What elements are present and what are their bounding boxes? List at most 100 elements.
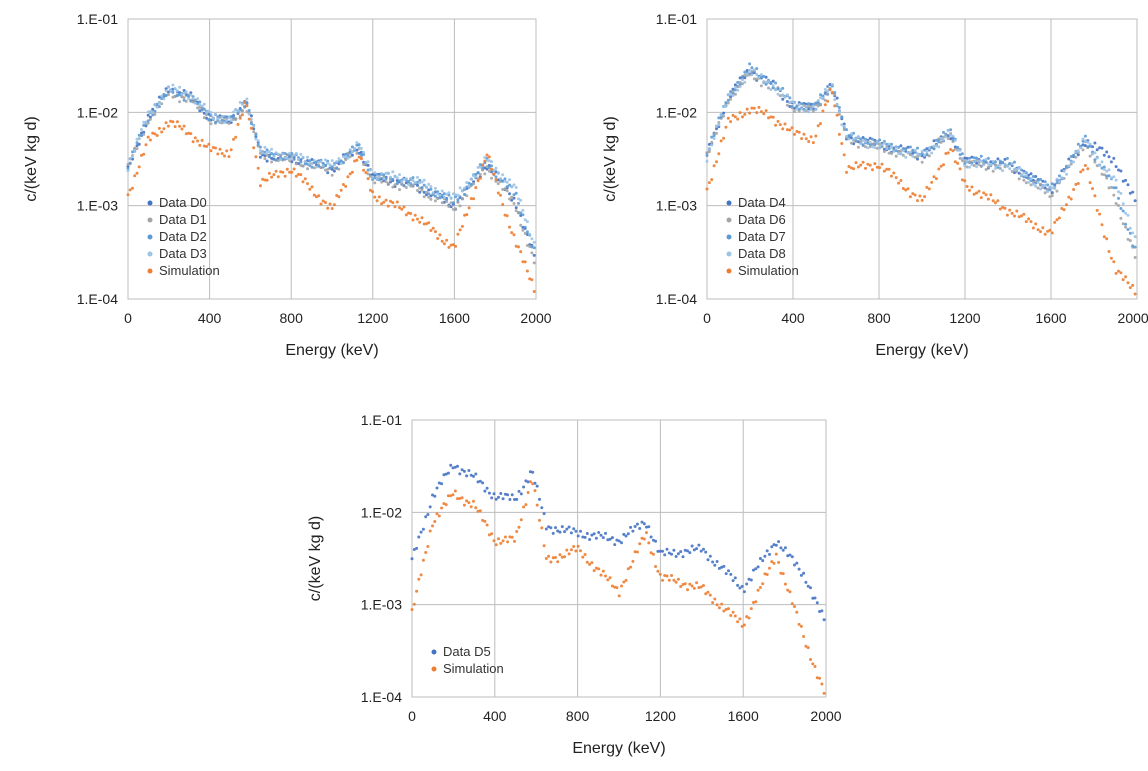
data-point [878,138,882,142]
data-point [793,106,796,110]
data-point [804,137,808,141]
data-point [795,610,799,614]
data-point [1020,214,1023,218]
data-point [426,545,430,548]
data-point [319,166,323,169]
data-point [873,146,877,150]
data-point [672,578,676,582]
data-point [712,164,716,168]
data-point [433,186,437,190]
data-point [1050,186,1054,190]
data-point [207,142,211,146]
data-point [386,204,390,208]
data-point [549,526,553,530]
data-point [934,144,938,148]
data-point [830,91,834,94]
data-point [1055,218,1059,222]
data-point [956,161,960,165]
data-point [384,177,388,181]
data-point [712,137,716,140]
data-point [604,531,607,535]
data-point [1083,164,1087,167]
data-point [750,73,754,77]
data-point [1133,199,1137,203]
data-point [799,573,803,577]
data-point [350,145,354,149]
data-point [487,533,491,537]
data-point [417,577,421,581]
data-point [840,123,844,127]
data-point [847,134,851,138]
data-point [131,154,134,158]
data-point [758,586,762,589]
data-point [1048,188,1052,192]
data-point [288,159,292,163]
data-point [783,122,787,126]
data-point [526,480,530,484]
data-point [429,194,433,198]
data-point [478,479,482,483]
data-point [806,646,810,650]
data-point [706,590,710,594]
data-point [656,569,660,573]
data-point [148,138,152,142]
data-point [238,100,242,104]
data-point [386,181,390,185]
data-point [485,486,489,490]
data-point [483,159,487,163]
data-point [665,574,669,578]
data-point [702,547,705,551]
data-point [859,163,863,167]
data-point [826,89,830,93]
data-point [160,97,164,101]
data-point [404,213,408,217]
data-point [642,537,646,541]
data-point [733,115,737,119]
data-point [514,209,518,213]
data-point [715,603,719,607]
data-point [1102,235,1106,239]
data-point [1133,235,1137,239]
data-point [802,107,806,111]
data-point [524,503,528,507]
data-point [1039,182,1042,186]
legend-entry: Simulation [159,263,220,278]
data-point [389,199,392,203]
plot-frame [127,18,537,300]
data-point [153,132,157,136]
data-point [429,187,433,191]
data-point [508,225,511,229]
data-point [175,120,179,124]
data-point [779,546,783,550]
data-point [232,116,235,120]
data-point [1024,181,1028,185]
x-tick-label: 1200 [949,310,980,326]
data-point [290,170,294,174]
data-point [733,92,737,96]
data-point [420,216,424,220]
data-point [245,104,249,108]
data-point [431,226,435,230]
data-point [1076,182,1080,185]
data-point [963,179,967,183]
data-point [492,169,496,172]
data-point [350,170,354,174]
x-tick-label: 1200 [357,310,388,326]
data-point [346,156,350,160]
data-point [972,160,976,164]
data-point [442,242,446,246]
data-point [137,133,141,137]
data-point [975,156,979,160]
data-point [1055,189,1059,193]
data-point [299,158,303,162]
data-point [1027,180,1031,184]
data-point [906,145,910,149]
data-point [447,193,451,197]
data-point [916,146,919,150]
data-point [393,205,397,209]
data-point [977,163,981,167]
data-point [337,195,341,199]
data-point [485,167,489,171]
data-point [937,140,941,144]
data-point [301,155,305,159]
